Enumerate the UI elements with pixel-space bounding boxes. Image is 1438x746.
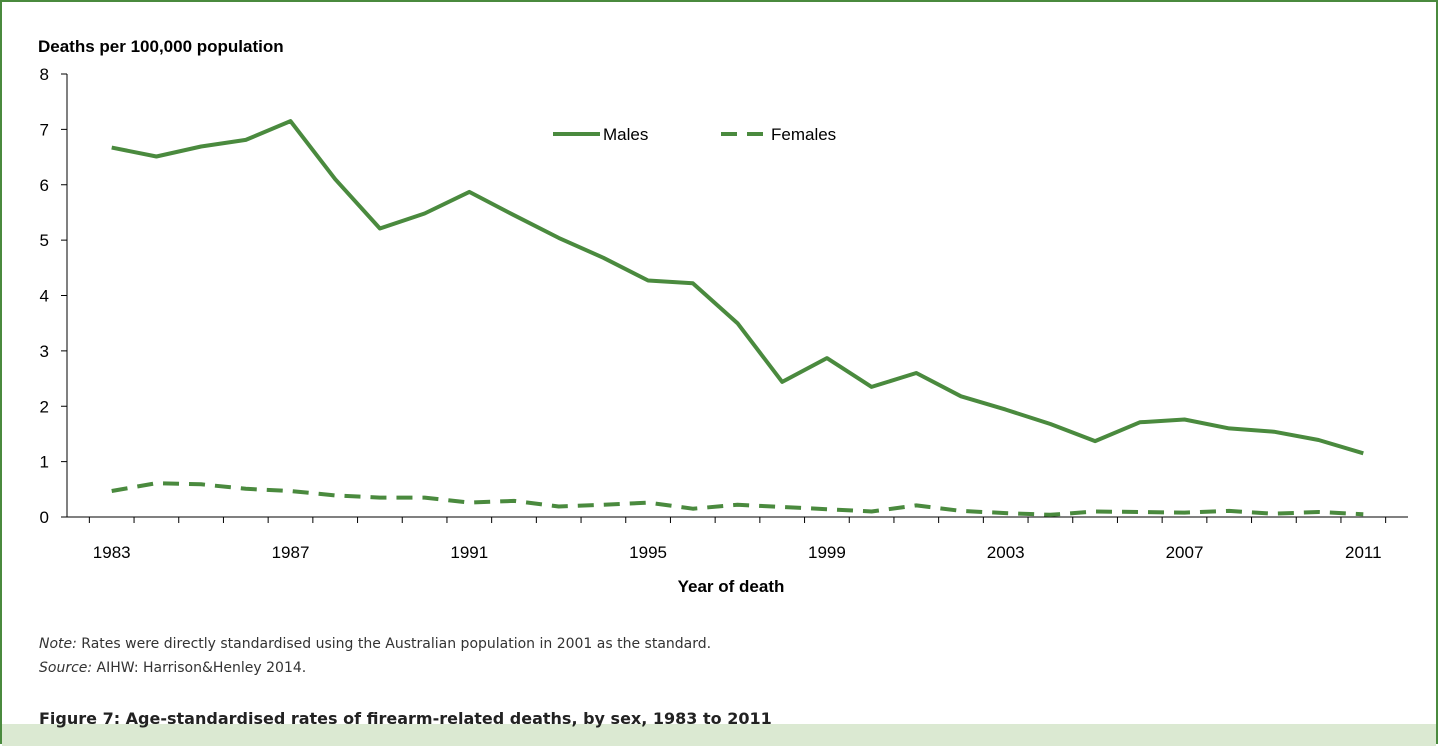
figure-notes: Note: Rates were directly standardised u… [39,632,711,680]
x-tick-label: 2007 [1166,543,1204,562]
y-tick-label: 2 [40,397,49,416]
y-tick-label: 1 [40,453,49,472]
source-line: Source: AIHW: Harrison&Henley 2014. [39,656,711,680]
source-label: Source: [39,660,93,676]
y-tick-label: 3 [40,342,49,361]
note-text: Rates were directly standardised using t… [76,636,712,652]
y-tick-label: 8 [40,65,49,84]
x-tick-label: 2011 [1345,543,1382,562]
legend-label-males: Males [603,125,648,144]
caption-band [2,724,1436,746]
y-tick-label: 5 [40,231,49,250]
series-line-females [111,481,1364,517]
x-tick-label: 2003 [987,543,1025,562]
chart-legend: Males Females [553,125,836,144]
x-axis-title: Year of death [678,577,785,596]
legend-label-females: Females [771,125,836,144]
x-tick-label: 1987 [272,543,310,562]
y-tick-label: 6 [40,176,49,195]
series-line-males [111,119,1364,456]
y-tick-label: 4 [40,287,49,306]
x-tick-label: 1983 [93,543,131,562]
series-lines [111,119,1364,517]
chart-axes: 0 1 2 3 4 5 6 7 8 1983 1987 1991 1995 1999 2003 2007 201… [40,65,1408,562]
note-line: Note: Rates were directly standardised u… [39,632,711,656]
y-axis-title: Deaths per 100,000 population [38,37,284,56]
y-tick-label: 0 [40,508,49,527]
y-tick-label: 7 [40,120,49,139]
note-label: Note: [39,636,77,652]
source-text: AIHW: Harrison&Henley 2014. [92,660,307,676]
x-tick-label: 1999 [808,543,846,562]
figure-caption: Figure 7: Age-standardised rates of fire… [39,709,772,728]
x-tick-label: 1995 [629,543,667,562]
line-chart: Deaths per 100,000 population Year of de… [38,37,1408,596]
x-tick-label: 1991 [450,543,488,562]
